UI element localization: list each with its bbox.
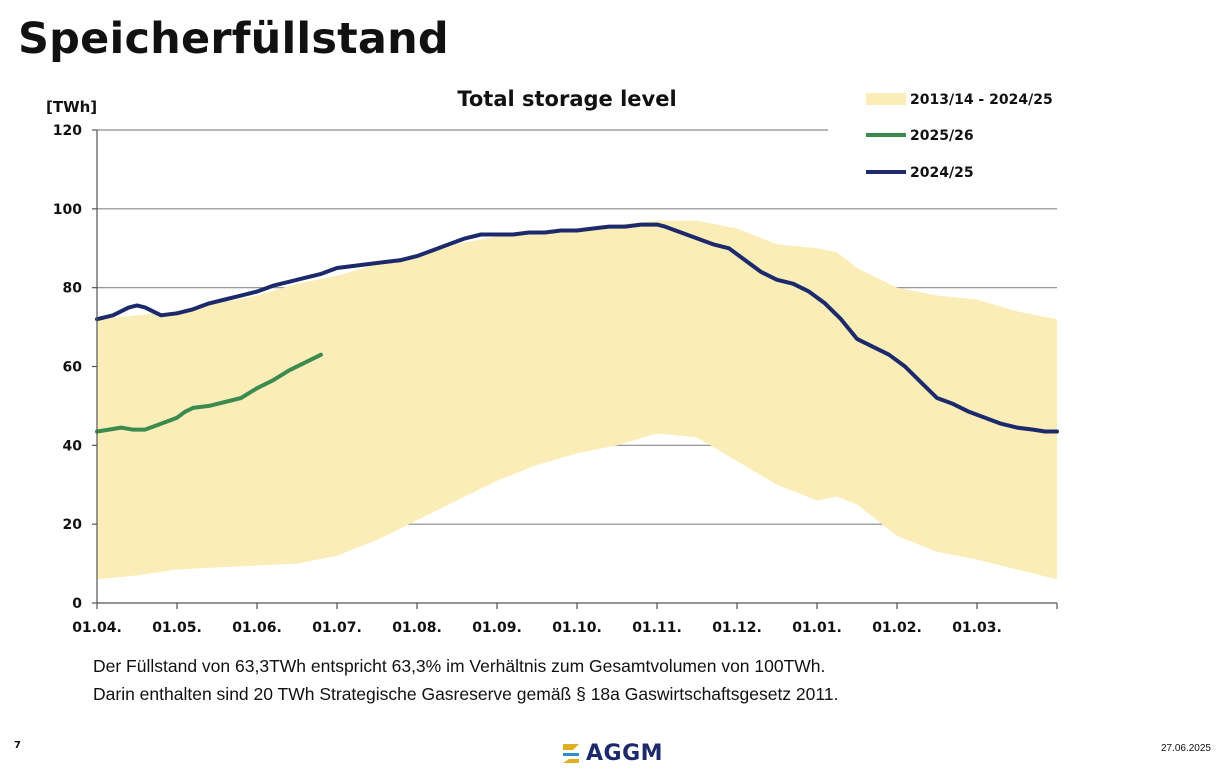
legend-label-2025: 2025/26 (910, 128, 974, 144)
page-date: 27.06.2025 (1160, 743, 1211, 754)
y-tick-label-120: 120 (53, 123, 82, 139)
tick-labels: 0 20 40 60 80 100 120 01.04. 01.05. 01.06. 01.07. 0… (53, 123, 1002, 636)
legend: 2013/14 - 2024/25 2025/26 2024/25 (866, 92, 1053, 181)
x-tick-label-3: 01.07. (312, 620, 362, 636)
x-tick-label-2: 01.06. (232, 620, 282, 636)
x-tick-label-4: 01.08. (392, 620, 442, 636)
y-tick-label-60: 60 (63, 360, 83, 376)
series-line-2024-25 (95, 222, 1059, 434)
note-line-1: Der Füllstand von 63,3TWh entspricht 63,… (93, 656, 826, 676)
band-area (97, 220, 1057, 580)
y-tick-label-20: 20 (63, 517, 83, 533)
y-tick-label-0: 0 (72, 596, 82, 612)
x-tick-label-9: 01.01. (792, 620, 842, 636)
y-tick-label-80: 80 (63, 281, 83, 297)
x-tick-label-8: 01.12. (712, 620, 762, 636)
page-title: Speicherfüllstand (18, 14, 449, 64)
legend-label-2024: 2024/25 (910, 165, 974, 181)
note-line-2: Darin enthalten sind 20 TWh Strategische… (93, 684, 839, 704)
x-tick-label-10: 01.02. (872, 620, 922, 636)
y-axis-label: [TWh] (46, 98, 97, 116)
series-lines (95, 222, 1059, 434)
x-tick-label-11: 01.03. (952, 620, 1002, 636)
series-line-2025-26 (95, 352, 323, 434)
x-tick-label-5: 01.09. (472, 620, 522, 636)
x-tick-label-1: 01.05. (152, 620, 202, 636)
aggm-logo-icon (563, 744, 579, 763)
x-tick-label-0: 01.04. (72, 620, 122, 636)
aggm-logo: AGGM (560, 738, 663, 768)
axes (92, 129, 1058, 609)
legend-label-band: 2013/14 - 2024/25 (910, 92, 1053, 108)
x-tick-label-6: 01.10. (552, 620, 602, 636)
y-tick-label-100: 100 (53, 202, 82, 218)
legend-swatch-band (866, 93, 906, 105)
chart-title: Total storage level (457, 87, 676, 111)
aggm-logo-text: AGGM (586, 740, 664, 766)
page-number: 7 (14, 740, 21, 751)
x-tick-label-7: 01.11. (632, 620, 682, 636)
y-tick-label-40: 40 (63, 438, 83, 454)
